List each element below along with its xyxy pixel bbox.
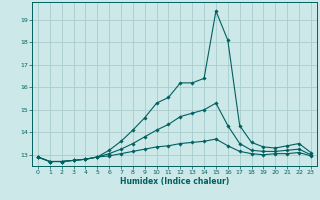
X-axis label: Humidex (Indice chaleur): Humidex (Indice chaleur) [120, 177, 229, 186]
